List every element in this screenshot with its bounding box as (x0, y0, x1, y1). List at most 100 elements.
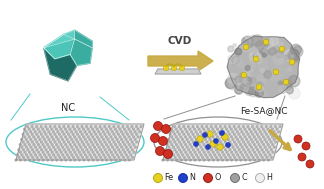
Circle shape (257, 149, 258, 150)
Circle shape (21, 146, 23, 148)
Circle shape (89, 154, 91, 156)
Circle shape (246, 154, 248, 156)
Circle shape (291, 44, 301, 55)
Circle shape (57, 139, 59, 140)
Circle shape (44, 139, 45, 140)
Circle shape (60, 128, 62, 130)
Circle shape (91, 157, 92, 158)
Circle shape (36, 133, 38, 135)
Circle shape (176, 144, 177, 145)
Circle shape (83, 136, 85, 138)
Circle shape (255, 131, 257, 132)
Circle shape (48, 131, 50, 132)
Circle shape (77, 149, 79, 150)
Circle shape (190, 144, 191, 145)
Circle shape (275, 141, 276, 143)
Circle shape (176, 136, 177, 138)
Circle shape (266, 157, 268, 158)
Circle shape (103, 154, 104, 156)
Circle shape (245, 152, 246, 153)
Circle shape (51, 128, 52, 130)
Circle shape (130, 154, 132, 156)
Circle shape (203, 136, 204, 138)
Circle shape (89, 146, 91, 148)
Circle shape (131, 133, 133, 135)
Circle shape (250, 131, 252, 132)
Circle shape (174, 149, 176, 150)
Circle shape (243, 141, 244, 143)
Circle shape (24, 152, 26, 153)
Circle shape (263, 152, 264, 153)
Circle shape (48, 146, 50, 148)
Circle shape (103, 139, 104, 140)
Circle shape (40, 133, 42, 135)
Circle shape (85, 139, 86, 140)
Circle shape (228, 73, 238, 84)
Circle shape (227, 139, 229, 140)
Polygon shape (44, 35, 75, 59)
Circle shape (71, 139, 73, 140)
Circle shape (70, 152, 71, 153)
Circle shape (50, 141, 51, 143)
Circle shape (42, 152, 44, 153)
Circle shape (70, 159, 71, 161)
Circle shape (175, 128, 177, 130)
Circle shape (188, 133, 189, 135)
Circle shape (191, 131, 192, 132)
Circle shape (260, 139, 261, 140)
Circle shape (183, 126, 185, 127)
Circle shape (113, 157, 115, 158)
Circle shape (240, 84, 244, 89)
Circle shape (255, 84, 263, 92)
Circle shape (223, 154, 225, 156)
Circle shape (188, 157, 190, 158)
Circle shape (261, 157, 263, 158)
Circle shape (179, 65, 185, 71)
Circle shape (134, 139, 136, 140)
Circle shape (191, 154, 193, 156)
Circle shape (185, 136, 186, 138)
Circle shape (208, 152, 210, 153)
Circle shape (256, 174, 264, 183)
Circle shape (259, 51, 263, 55)
Circle shape (197, 141, 199, 143)
Circle shape (23, 157, 24, 158)
Circle shape (278, 131, 279, 132)
Circle shape (288, 75, 300, 87)
Circle shape (75, 154, 77, 156)
Circle shape (109, 141, 110, 143)
Circle shape (256, 82, 263, 89)
Circle shape (40, 141, 42, 143)
Circle shape (266, 141, 267, 143)
Circle shape (54, 149, 56, 150)
Circle shape (222, 152, 223, 153)
Circle shape (110, 136, 112, 138)
Circle shape (255, 154, 257, 156)
Circle shape (45, 133, 47, 135)
Circle shape (33, 136, 35, 138)
Circle shape (69, 136, 71, 138)
Circle shape (53, 154, 54, 156)
Circle shape (112, 139, 113, 140)
Circle shape (238, 141, 240, 143)
Circle shape (255, 53, 261, 59)
Circle shape (230, 128, 232, 130)
Circle shape (288, 49, 299, 60)
Circle shape (252, 65, 255, 68)
Circle shape (254, 159, 255, 161)
Circle shape (234, 57, 241, 65)
Circle shape (252, 149, 254, 150)
Circle shape (111, 131, 113, 132)
Circle shape (202, 132, 207, 138)
Circle shape (258, 136, 260, 138)
Circle shape (208, 144, 209, 145)
Circle shape (59, 141, 60, 143)
Circle shape (214, 154, 216, 156)
Circle shape (97, 136, 98, 138)
Circle shape (198, 136, 200, 138)
Circle shape (72, 133, 74, 135)
Circle shape (45, 149, 47, 150)
Circle shape (210, 141, 216, 147)
Circle shape (242, 77, 247, 82)
Circle shape (127, 126, 128, 127)
